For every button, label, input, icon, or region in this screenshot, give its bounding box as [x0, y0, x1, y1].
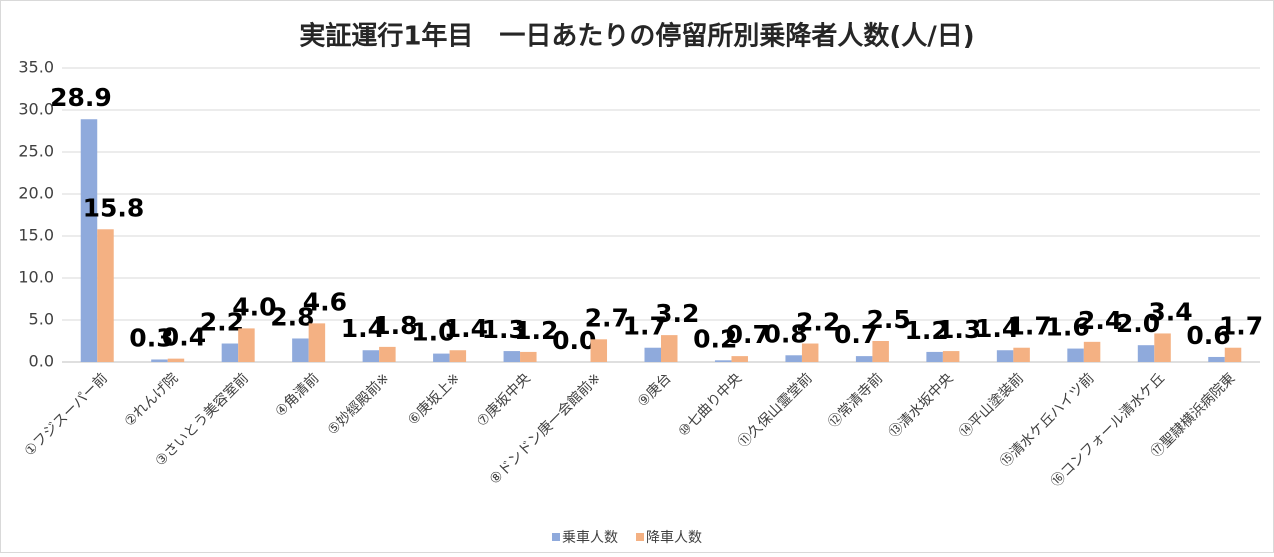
data-label: 1.2: [904, 316, 948, 345]
bar: [590, 339, 608, 362]
data-label: 2.5: [867, 305, 911, 334]
bar: [221, 343, 239, 362]
data-label: 4.6: [303, 287, 347, 316]
data-label: 2.8: [270, 302, 314, 331]
y-tick-label: 35.0: [18, 58, 54, 77]
data-label: 1.7: [1219, 312, 1263, 341]
bar: [80, 119, 98, 363]
bar: [855, 356, 873, 362]
bar: [1208, 356, 1225, 362]
bar: [926, 351, 943, 362]
legend-label: 降車人数: [646, 529, 702, 546]
data-label: 1.2: [514, 316, 558, 345]
chart-title: 実証運行1年目 一日あたりの停留所別乗降者人数(人/日): [299, 21, 974, 52]
y-tick-label: 10.0: [18, 268, 54, 287]
data-label: 3.2: [655, 299, 699, 328]
data-label: 1.7: [623, 312, 667, 341]
bar: [1083, 341, 1101, 362]
bar: [1013, 347, 1030, 362]
bar: [167, 358, 185, 362]
bar: [97, 229, 114, 362]
bar: [433, 353, 450, 362]
legend-swatch: [636, 533, 644, 541]
data-label: 0.3: [129, 323, 173, 352]
bar: [362, 350, 380, 362]
data-label: 1.4: [975, 314, 1019, 343]
data-label: 0.4: [162, 323, 206, 352]
bar: [942, 351, 960, 362]
y-tick-label: 0.0: [29, 352, 54, 371]
y-tick-label: 5.0: [29, 310, 54, 329]
data-label: 4.0: [232, 292, 276, 321]
data-label: 0.8: [764, 319, 808, 348]
data-label: 1.0: [411, 318, 455, 347]
data-label: 1.3: [937, 315, 981, 344]
bar: [661, 335, 678, 362]
bar: [238, 328, 255, 362]
data-label: 0.6: [1186, 321, 1230, 350]
bar: [872, 341, 889, 362]
data-label: 0.2: [693, 324, 737, 353]
bar: [731, 356, 748, 362]
bar: [801, 343, 819, 362]
data-label: 3.4: [1148, 297, 1192, 326]
data-label: 1.7: [1007, 312, 1051, 341]
data-label: 1.8: [373, 311, 417, 340]
data-label: 1.4: [444, 314, 488, 343]
bar: [714, 360, 732, 362]
data-label: 15.8: [83, 193, 145, 222]
data-label: 0.7: [726, 320, 770, 349]
bar: [1154, 333, 1171, 362]
bar: [1137, 345, 1155, 362]
bar: [308, 323, 326, 362]
bar: [785, 355, 802, 362]
bar: [520, 351, 537, 362]
bar: [1224, 347, 1242, 362]
data-label: 2.0: [1116, 309, 1160, 338]
data-label: 1.4: [341, 314, 385, 343]
data-label: 1.6: [1045, 313, 1089, 342]
data-label: 1.3: [482, 315, 526, 344]
bar: [503, 351, 521, 362]
bar: [151, 359, 168, 362]
data-label: 0.7: [834, 320, 878, 349]
data-label: 2.2: [796, 308, 840, 337]
bar: [644, 347, 661, 362]
legend-label: 乗車人数: [562, 529, 618, 546]
data-label: 2.4: [1078, 306, 1122, 335]
y-tick-label: 15.0: [18, 226, 54, 245]
bar: [292, 338, 309, 362]
bar: [379, 346, 396, 362]
y-tick-label: 30.0: [18, 100, 54, 119]
data-label: 2.7: [585, 303, 629, 332]
data-label: 28.9: [50, 83, 112, 112]
data-label: 2.2: [200, 308, 244, 337]
y-tick-label: 20.0: [18, 184, 54, 203]
bar: [996, 350, 1014, 362]
legend-swatch: [552, 533, 560, 541]
data-label: 0.0: [552, 326, 596, 355]
y-tick-label: 25.0: [18, 142, 54, 161]
bar: [449, 350, 467, 362]
bar: [1067, 348, 1084, 362]
